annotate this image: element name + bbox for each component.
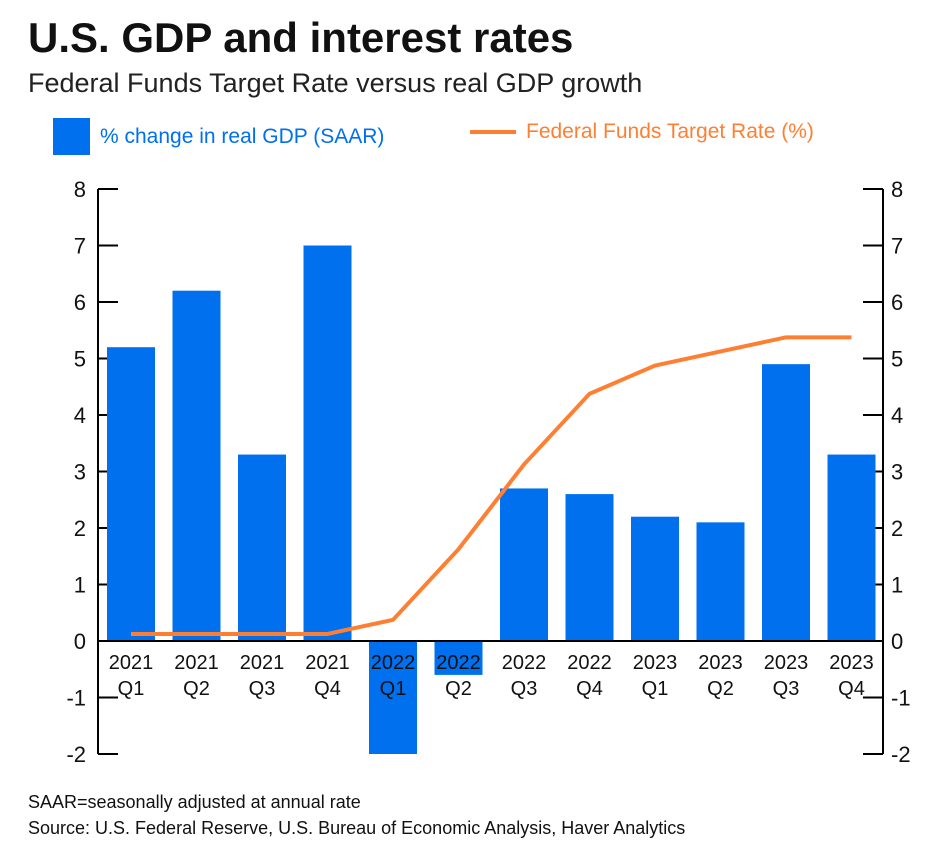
right-tick-label: 2 xyxy=(891,516,903,541)
legend-swatch-fed-rate xyxy=(470,130,516,134)
gdp-bar xyxy=(434,641,483,675)
gdp-bar xyxy=(631,516,679,641)
legend-label-fed-rate: Federal Funds Target Rate (%) xyxy=(526,120,814,143)
left-tick-label: 4 xyxy=(74,403,86,428)
right-tick-label: -2 xyxy=(891,742,911,767)
left-tick-label: -1 xyxy=(66,686,86,711)
left-tick-label: 7 xyxy=(74,234,86,259)
x-tick-label: Q3 xyxy=(249,678,276,700)
legend-label-gdp: % change in real GDP (SAAR) xyxy=(100,124,385,148)
x-tick-label: 2022 xyxy=(502,652,547,674)
gdp-bar xyxy=(827,454,876,641)
left-tick-label: 5 xyxy=(74,347,86,372)
x-tick-label: 2021 xyxy=(109,652,154,674)
footnote-source: Source: U.S. Federal Reserve, U.S. Burea… xyxy=(28,818,686,838)
x-tick-label: 2021 xyxy=(305,652,350,674)
x-tick-label: 2021 xyxy=(174,652,219,674)
x-tick-label: Q1 xyxy=(118,678,145,700)
x-tick-label: Q4 xyxy=(838,678,865,700)
chart-subtitle: Federal Funds Target Rate versus real GD… xyxy=(28,68,643,98)
x-tick-label: 2023 xyxy=(698,652,743,674)
right-tick-label: 6 xyxy=(891,290,903,315)
gdp-bar xyxy=(696,522,745,641)
x-tick-label: Q2 xyxy=(445,678,472,700)
gdp-bar xyxy=(500,488,548,641)
gdp-bar xyxy=(172,290,221,641)
left-tick-label: 6 xyxy=(74,290,86,315)
left-tick-label: 2 xyxy=(74,516,86,541)
right-tick-label: 0 xyxy=(891,629,903,654)
x-tick-label: Q4 xyxy=(576,678,603,700)
gdp-bar xyxy=(107,347,155,641)
x-tick-label: 2023 xyxy=(633,652,678,674)
x-tick-label: Q3 xyxy=(773,678,800,700)
right-tick-label: 3 xyxy=(891,460,903,485)
left-tick-label: -2 xyxy=(66,742,86,767)
right-tick-label: 4 xyxy=(891,403,903,428)
x-tick-label: Q1 xyxy=(642,678,669,700)
x-tick-label: 2022 xyxy=(567,652,612,674)
x-tick-label: 2022 xyxy=(436,652,481,674)
left-tick-label: 8 xyxy=(74,177,86,202)
x-tick-label: Q2 xyxy=(707,678,734,700)
right-tick-label: 1 xyxy=(891,573,903,598)
gdp-bar xyxy=(565,494,614,641)
right-tick-label: 8 xyxy=(891,177,903,202)
right-tick-label: -1 xyxy=(891,686,911,711)
x-tick-label: 2023 xyxy=(764,652,809,674)
right-tick-label: 5 xyxy=(891,347,903,372)
x-tick-label: Q4 xyxy=(314,678,341,700)
legend-fed-rate: Federal Funds Target Rate (%) xyxy=(470,120,814,144)
x-tick-label: Q2 xyxy=(183,678,210,700)
gdp-bar xyxy=(762,364,810,641)
right-tick-label: 7 xyxy=(891,234,903,259)
x-tick-label: Q1 xyxy=(380,678,407,700)
x-tick-label: 2023 xyxy=(829,652,874,674)
gdp-bar xyxy=(369,641,417,754)
left-tick-label: 3 xyxy=(74,460,86,485)
x-tick-label: 2021 xyxy=(240,652,285,674)
gdp-bar xyxy=(303,245,352,641)
left-tick-label: 1 xyxy=(74,573,86,598)
x-tick-label: Q3 xyxy=(511,678,538,700)
left-tick-label: 0 xyxy=(74,629,86,654)
legend-swatch-gdp xyxy=(53,118,90,155)
gdp-bar xyxy=(238,454,286,641)
legend-gdp: % change in real GDP (SAAR) xyxy=(53,118,384,155)
footnote-saar: SAAR=seasonally adjusted at annual rate xyxy=(28,792,361,812)
x-tick-label: 2022 xyxy=(371,652,416,674)
fed-rate-line xyxy=(131,335,852,636)
chart-title: U.S. GDP and interest rates xyxy=(28,14,574,61)
